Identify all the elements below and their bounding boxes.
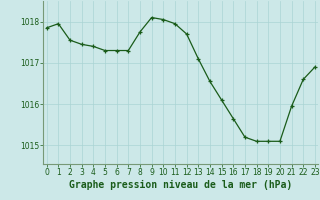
X-axis label: Graphe pression niveau de la mer (hPa): Graphe pression niveau de la mer (hPa) [69, 180, 292, 190]
